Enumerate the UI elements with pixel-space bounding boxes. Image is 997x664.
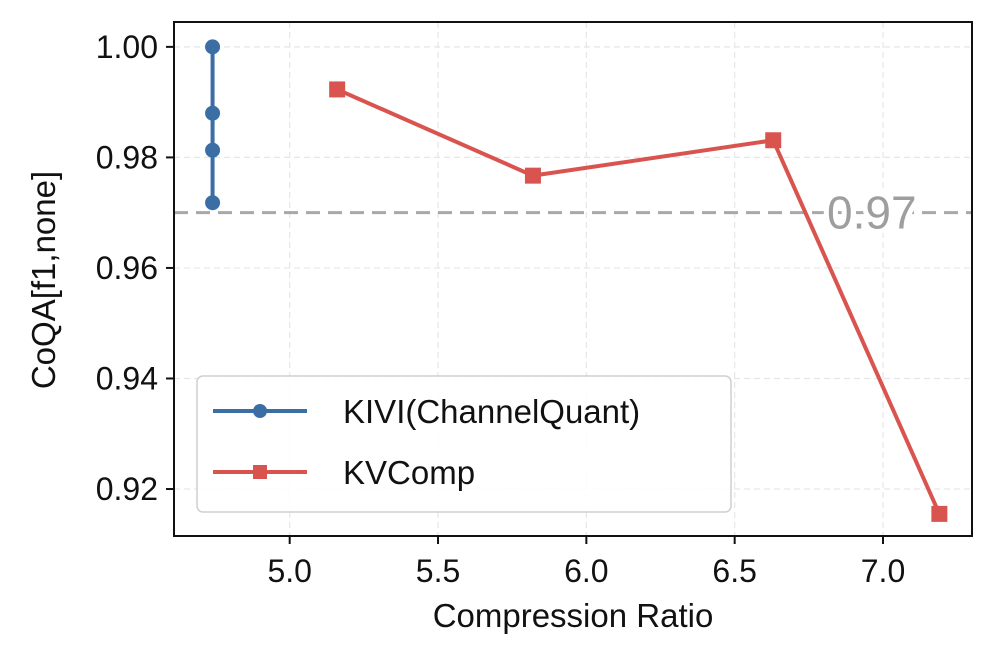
legend-label-kvcomp: KVComp: [343, 454, 475, 491]
x-tick-label: 7.0: [861, 553, 905, 589]
data-point: [205, 142, 221, 158]
y-tick-label: 0.94: [96, 360, 158, 396]
data-point: [329, 81, 346, 98]
y-tick-label: 1.00: [96, 29, 158, 65]
y-axis: 0.92 0.94 0.96 0.98 1.00: [96, 29, 174, 507]
y-tick-label: 0.98: [96, 139, 158, 175]
y-axis-title: CoQA[f1,none]: [25, 171, 62, 389]
data-point: [205, 105, 221, 121]
data-point: [205, 195, 221, 211]
x-tick-label: 6.0: [564, 553, 608, 589]
data-point: [765, 132, 782, 149]
series-layer: [205, 39, 948, 522]
y-tick-label: 0.92: [96, 471, 158, 507]
x-tick-label: 6.5: [712, 553, 756, 589]
x-tick-label: 5.5: [416, 553, 460, 589]
legend: KIVI(ChannelQuant) KVComp: [196, 375, 732, 513]
plot-frame: [173, 21, 973, 537]
data-point: [205, 39, 221, 55]
data-point: [524, 167, 541, 184]
legend-marker-kvcomp: [253, 465, 267, 479]
reference-line-label: 0.97: [827, 187, 917, 239]
series-line-1: [336, 87, 942, 515]
x-axis-title: Compression Ratio: [433, 597, 714, 634]
y-tick-label: 0.96: [96, 250, 158, 286]
x-tick-label: 5.0: [267, 553, 311, 589]
legend-marker-kivi: [253, 404, 267, 418]
legend-label-kivi: KIVI(ChannelQuant): [343, 393, 640, 430]
data-point: [931, 505, 948, 522]
x-axis: 5.0 5.5 6.0 6.5 7.0: [267, 536, 905, 589]
legend-box: [196, 375, 732, 513]
